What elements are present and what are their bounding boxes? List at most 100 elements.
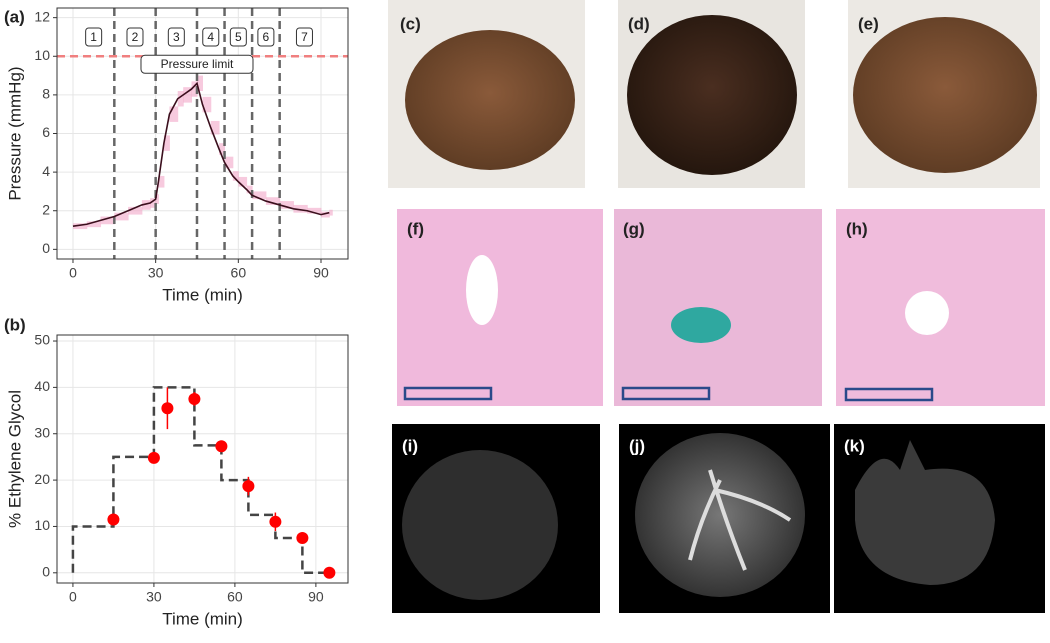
panel-label: (d): [628, 14, 650, 33]
y-tick-label: 30: [34, 424, 50, 440]
panel-label: (h): [846, 219, 868, 238]
vessels: [688, 469, 792, 571]
x-tick-label: 0: [69, 265, 77, 281]
phase-label: 7: [301, 30, 308, 44]
confidence-band: [158, 175, 165, 188]
panel-label: (f): [407, 219, 424, 238]
confidence-band: [232, 171, 239, 181]
confidence-band: [246, 185, 253, 194]
confidence-band: [196, 75, 203, 92]
panel-label: (a): [4, 7, 25, 26]
panel-label: (c): [400, 14, 421, 33]
x-axis-title: Time (min): [162, 285, 243, 304]
confidence-band: [219, 143, 226, 155]
organ: [635, 433, 805, 597]
y-tick-label: 12: [34, 8, 50, 24]
pressure-line: [72, 81, 330, 227]
data-point: [161, 402, 174, 415]
stained-vessel: [671, 307, 731, 343]
y-tick-label: 10: [34, 47, 50, 63]
phase-label: 1: [90, 30, 97, 44]
liver: [405, 30, 575, 170]
panel-label: (j): [629, 436, 645, 455]
panel-label: (b): [4, 315, 26, 334]
phase-box: [202, 27, 220, 47]
y-axis-title: % Ethylene Glycol: [5, 390, 24, 528]
data-point: [107, 513, 120, 526]
data-point: [269, 515, 282, 528]
confidence-band: [307, 207, 322, 214]
y-tick-label: 20: [34, 471, 50, 487]
confidence-band: [128, 206, 143, 215]
confidence-band: [114, 212, 129, 221]
histology-g: [614, 209, 822, 406]
confidence-band: [210, 120, 220, 135]
organ: [402, 450, 558, 600]
y-axis-title: Pressure (mmHg): [5, 66, 24, 200]
annotation-box: [140, 54, 254, 74]
confidence-band: [163, 135, 170, 151]
confidence-band: [238, 176, 248, 187]
y-tick-label: 8: [42, 86, 50, 102]
x-tick-label: 0: [69, 589, 77, 605]
y-tick-label: 40: [34, 378, 50, 394]
confidence-band: [169, 106, 179, 122]
y-tick-label: 0: [42, 564, 50, 580]
confidence-band: [183, 87, 192, 103]
plot-background: [57, 335, 348, 583]
confidence-band: [265, 197, 281, 205]
phase-box: [229, 27, 247, 47]
data-point: [296, 532, 309, 545]
vessel: [466, 255, 498, 325]
phase-box: [257, 27, 275, 47]
confidence-band: [86, 221, 102, 228]
scale-bar: [844, 387, 934, 402]
y-tick-label: 2: [42, 201, 50, 217]
x-tick-label: 30: [146, 589, 162, 605]
confidence-band: [150, 198, 157, 208]
data-point: [323, 566, 336, 579]
panel-label: (k): [844, 436, 865, 455]
annotation: Pressure limit: [161, 57, 234, 71]
phase-label: 2: [132, 30, 139, 44]
phase-box: [126, 27, 144, 47]
x-tick-label: 60: [231, 265, 247, 281]
panel-label: (i): [402, 436, 418, 455]
photos: [388, 0, 1045, 613]
plot-border: [56, 7, 349, 260]
confidence-band: [329, 209, 333, 216]
y-tick-label: 10: [34, 517, 50, 533]
confidence-band: [141, 200, 151, 210]
confidence-band: [155, 194, 159, 204]
y-tick-label: 4: [42, 163, 50, 179]
confidence-band: [100, 216, 115, 225]
data-point: [242, 480, 255, 493]
y-tick-label: 50: [34, 332, 50, 348]
confidence-band: [224, 156, 234, 169]
liver: [853, 17, 1037, 173]
phase-label: 6: [263, 30, 270, 44]
vessel: [905, 291, 949, 335]
confidence-band: [202, 96, 212, 113]
organ: [855, 440, 995, 585]
step-line: [71, 386, 330, 575]
y-tick-label: 6: [42, 124, 50, 140]
x-tick-label: 90: [313, 265, 329, 281]
plot-border: [56, 334, 349, 584]
x-tick-label: 30: [148, 265, 164, 281]
confidence-band: [279, 201, 294, 209]
confidence-band: [177, 91, 184, 107]
phase-box: [85, 27, 103, 47]
scale-bar: [621, 386, 711, 401]
data-point: [188, 392, 201, 405]
scale-bar: [403, 386, 493, 401]
phase-label: 5: [235, 30, 242, 44]
confidence-band: [293, 204, 308, 213]
phase-box: [295, 27, 313, 47]
y-tick-label: 0: [42, 240, 50, 256]
histology-f: [397, 209, 603, 406]
x-tick-label: 60: [227, 589, 243, 605]
panel-label: (e): [858, 14, 879, 33]
data-point: [215, 440, 228, 453]
